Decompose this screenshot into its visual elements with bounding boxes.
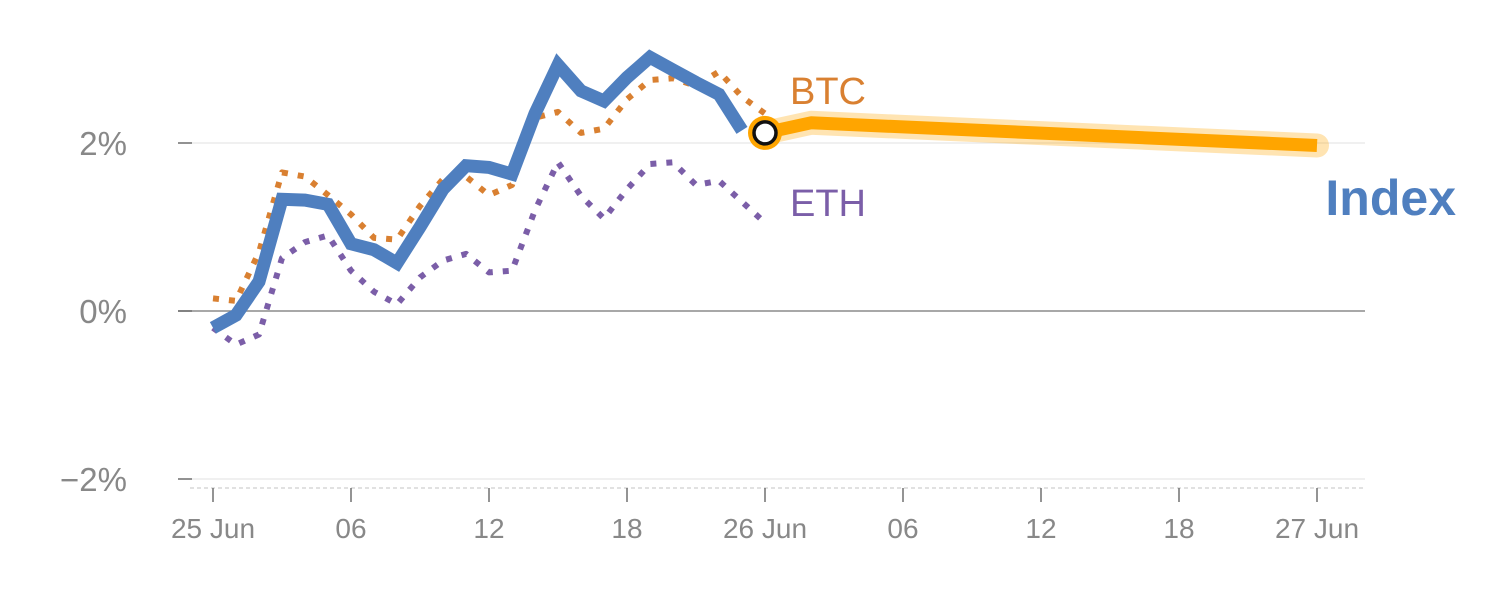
x-axis: 25 Jun 06 12 18 26 Jun 06 12 18 27 Jun <box>171 488 1359 544</box>
x-tick-label: 18 <box>1163 513 1194 544</box>
x-tick-label: 18 <box>611 513 642 544</box>
x-tick-label: 25 Jun <box>171 513 255 544</box>
x-tick-label: 12 <box>473 513 504 544</box>
current-marker <box>752 120 778 146</box>
y-tick-label: −2% <box>60 461 127 498</box>
series-group <box>209 49 1329 348</box>
x-tick-label: 06 <box>887 513 918 544</box>
series-line-eth <box>211 159 768 348</box>
eth-label: ETH <box>790 183 866 225</box>
x-tick-label: 26 Jun <box>723 513 807 544</box>
x-tick-label: 27 Jun <box>1275 513 1359 544</box>
y-tick-label: 0% <box>79 293 127 330</box>
index-label: Index <box>1325 170 1456 226</box>
x-tick-label: 06 <box>335 513 366 544</box>
series-line-index <box>209 49 748 334</box>
y-tick-label: 2% <box>79 125 127 162</box>
series-line-btc <box>212 68 767 304</box>
x-tick-label: 12 <box>1025 513 1056 544</box>
grid-lines: 2% 0% −2% <box>60 125 1365 498</box>
btc-label: BTC <box>790 71 866 113</box>
